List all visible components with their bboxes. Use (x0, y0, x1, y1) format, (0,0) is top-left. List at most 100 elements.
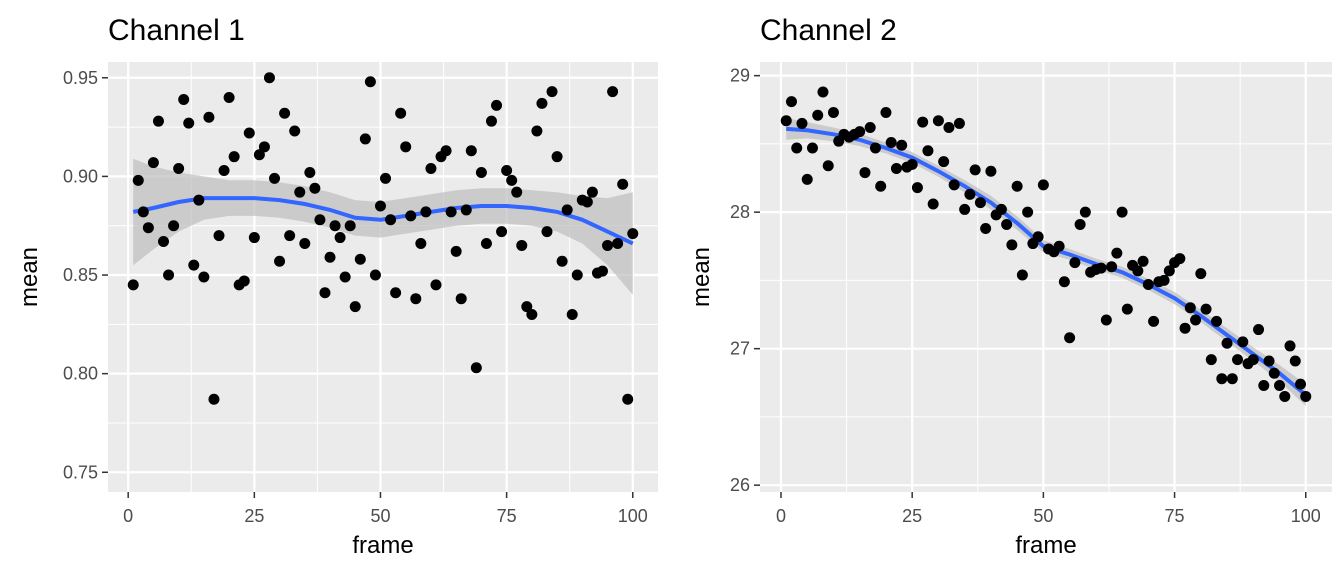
data-point (531, 125, 543, 137)
data-point (390, 287, 402, 299)
data-point (223, 92, 235, 104)
data-point (309, 182, 321, 194)
data-point (314, 214, 326, 226)
data-point (581, 196, 593, 208)
data-point (885, 137, 897, 149)
data-point (455, 293, 467, 305)
data-point (203, 111, 215, 123)
data-point (1300, 390, 1312, 402)
data-point (927, 198, 939, 210)
data-point (425, 163, 437, 175)
data-point (334, 232, 346, 244)
data-point (1232, 354, 1244, 366)
data-point (875, 180, 887, 192)
data-point (1137, 255, 1149, 267)
data-point (1284, 340, 1296, 352)
data-point (178, 93, 190, 105)
data-point (586, 186, 598, 198)
data-point (1121, 303, 1133, 315)
data-point (400, 141, 412, 153)
data-point (496, 226, 508, 238)
data-point (213, 230, 225, 242)
data-point (1006, 239, 1018, 251)
data-point (253, 149, 265, 161)
x-tick-label: 75 (497, 506, 517, 526)
data-point (1263, 355, 1275, 367)
data-point (137, 206, 149, 218)
data-point (319, 287, 331, 299)
data-point (1205, 354, 1217, 366)
data-point (1211, 315, 1223, 327)
y-axis-label: mean (16, 247, 43, 307)
data-point (238, 275, 250, 287)
data-point (911, 182, 923, 194)
data-point (354, 253, 366, 265)
data-point (274, 255, 286, 267)
data-point (796, 117, 808, 129)
panel-channel-1: Channel 1 0 25 50 75 100 0.75 0.80 0.85 0.90 0.95… (16, 14, 658, 559)
data-point (258, 141, 270, 153)
data-point (243, 127, 255, 139)
data-point (450, 245, 462, 257)
y-tick-label: 0.90 (63, 166, 98, 186)
data-point (1237, 336, 1249, 348)
data-point (948, 179, 960, 191)
data-point (1289, 355, 1301, 367)
data-point (1195, 268, 1207, 280)
data-point (541, 226, 553, 238)
x-tick-label: 50 (1033, 506, 1053, 526)
data-point (561, 204, 573, 216)
data-point (964, 188, 976, 200)
data-point (1069, 257, 1081, 269)
data-point (1216, 373, 1228, 385)
data-point (1032, 231, 1044, 243)
x-tick-label: 0 (123, 506, 133, 526)
y-tick-label: 27 (730, 339, 750, 359)
data-point (880, 107, 892, 119)
y-axis-label: mean (688, 247, 715, 307)
data-point (269, 172, 281, 184)
data-point (571, 269, 583, 281)
data-point (1016, 269, 1028, 281)
data-point (890, 162, 902, 174)
data-point (1079, 206, 1091, 218)
points-layer (127, 72, 639, 405)
data-point (480, 237, 492, 249)
data-point (801, 173, 813, 185)
data-point (864, 122, 876, 134)
data-point (622, 393, 634, 405)
data-point (551, 151, 563, 163)
panel-title: Channel 2 (760, 14, 897, 47)
data-point (183, 117, 195, 129)
data-point (460, 204, 472, 216)
data-point (294, 186, 306, 198)
data-point (304, 166, 316, 178)
y-tick-label: 0.75 (63, 462, 98, 482)
data-point (1100, 314, 1112, 326)
data-point (602, 239, 614, 251)
data-point (822, 160, 834, 172)
data-point (279, 107, 291, 119)
data-point (566, 308, 578, 320)
data-point (1095, 262, 1107, 274)
data-point (147, 157, 159, 169)
data-point (859, 167, 871, 179)
data-point (349, 301, 361, 313)
data-point (173, 163, 185, 175)
data-point (506, 174, 518, 186)
data-point (546, 86, 558, 98)
data-point (974, 197, 986, 209)
data-point (1247, 354, 1259, 366)
data-point (1142, 279, 1154, 291)
data-point (1279, 390, 1291, 402)
data-point (896, 139, 908, 151)
data-point (470, 362, 482, 374)
data-point (501, 164, 513, 176)
plot-background (760, 62, 1332, 492)
smooth-line (132, 196, 634, 246)
gridlines (760, 62, 1332, 492)
data-point (938, 156, 950, 168)
x-tick-label: 50 (370, 506, 390, 526)
